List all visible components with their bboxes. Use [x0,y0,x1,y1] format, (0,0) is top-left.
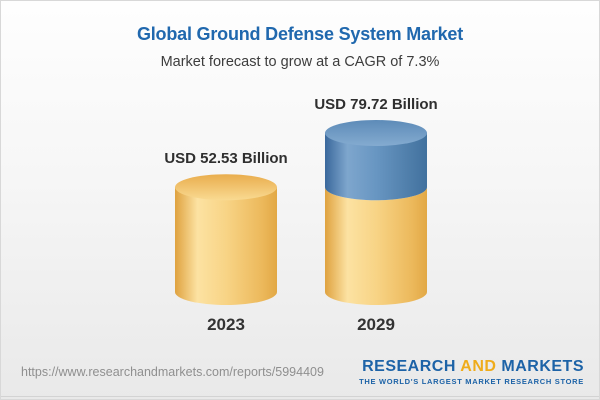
category-label-2029: 2029 [357,315,395,334]
cylinder-top [325,120,427,146]
logo-wordmark: RESEARCH AND MARKETS [359,358,584,376]
value-label-2029: USD 79.72 Billion [314,96,438,113]
chart-bars [175,120,427,305]
logo-word-and: AND [460,358,497,375]
chart-subtitle: Market forecast to grow at a CAGR of 7.3… [160,54,440,70]
cylinder-segment [325,133,427,201]
bottom-divider [1,396,599,397]
cylinder-segment [325,187,427,305]
cylinder-top [175,174,277,201]
category-label-2023: 2023 [207,315,245,334]
report-url: https://www.researchandmarkets.com/repor… [21,365,324,379]
chart-title: Global Ground Defense System Market [136,24,464,44]
researchandmarkets-logo: RESEARCH AND MARKETS THE WORLD'S LARGEST… [359,358,584,386]
logo-word-research: RESEARCH [362,358,456,375]
value-label-2023: USD 52.53 Billion [164,150,288,168]
logo-tagline: THE WORLD'S LARGEST MARKET RESEARCH STOR… [359,376,584,386]
logo-word-markets: MARKETS [501,358,584,375]
cylinder-segment [175,187,277,305]
